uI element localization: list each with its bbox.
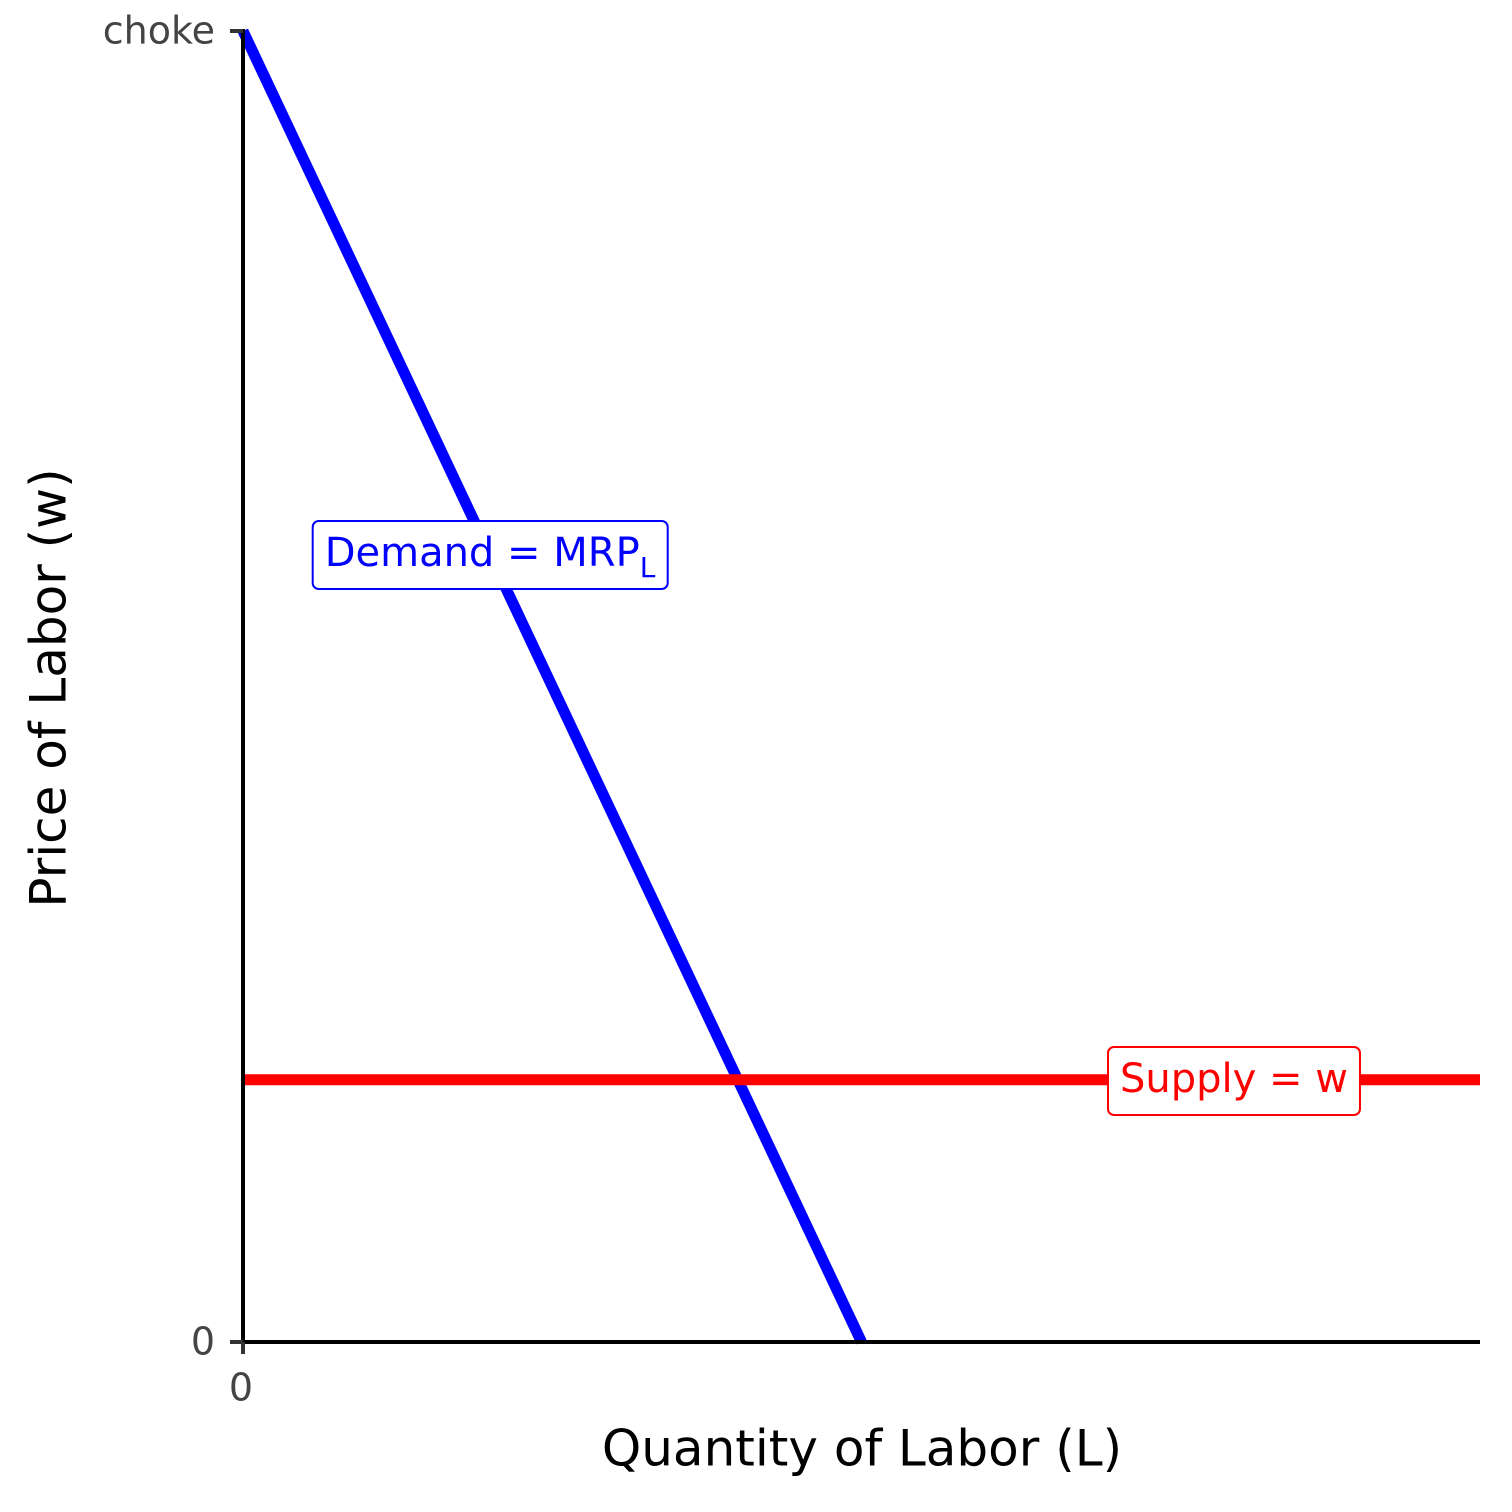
label-text: Supply = w	[1120, 1056, 1348, 1102]
label-box	[311, 520, 669, 590]
label-box	[1107, 1046, 1361, 1116]
label-text: Demand = MRPL	[325, 530, 656, 584]
label-name: Supply = w	[1120, 1056, 1348, 1102]
label-name: Demand = MRP	[325, 530, 640, 576]
y-axis-title: Price of Labor (w)	[20, 468, 78, 907]
series-line	[238, 28, 867, 1345]
y-tick-label: 0	[191, 1320, 215, 1364]
series-label: Supply = w	[1107, 1046, 1361, 1116]
label-subscript: L	[640, 551, 656, 584]
series-label: Demand = MRPL	[311, 520, 669, 590]
x-axis-title: Quantity of Labor (L)	[602, 1420, 1122, 1478]
x-tick-label: 0	[229, 1366, 253, 1410]
y-tick-label: choke	[103, 9, 215, 53]
